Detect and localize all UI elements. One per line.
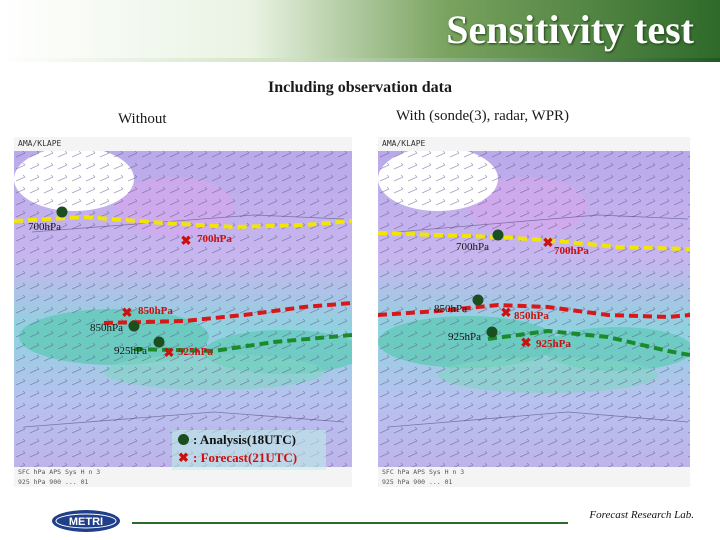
legend-forecast-label: : Forecast(21UTC) (193, 450, 298, 465)
right-map-footer: SFC hPa APS Sys H n 3 925 hPa 900 ... 01 (378, 467, 690, 487)
right-map-footer-line2: 925 hPa 900 ... 01 (382, 478, 453, 486)
svg-text:✖: ✖ (164, 345, 175, 360)
legend-box: : Analysis(18UTC) ✖ : Forecast(21UTC) (172, 430, 326, 470)
footer-credit: Forecast Research Lab. (589, 509, 694, 521)
right-map-footer-line1: SFC hPa APS Sys H n 3 (382, 468, 465, 476)
left-wind-map: ✖ ✖ ✖ AMA/KLAPE SFC hPa APS Sys H n 3 92… (14, 137, 352, 487)
svg-text:✖: ✖ (521, 335, 532, 350)
metri-logo: METRI (52, 510, 120, 532)
header-band (0, 0, 720, 62)
forecast-cross-icon: ✖ (178, 450, 189, 465)
left-analysis-925-label: 925hPa (114, 345, 147, 357)
right-analysis-700-label: 700hPa (456, 241, 489, 253)
legend-analysis: : Analysis(18UTC) (178, 432, 296, 448)
slide-title: Sensitivity test (446, 7, 694, 52)
left-map-footer-line1: SFC hPa APS Sys H n 3 (18, 468, 101, 476)
left-map-graphic: ✖ ✖ ✖ (14, 137, 352, 487)
svg-text:✖: ✖ (122, 305, 133, 320)
footer-divider (132, 522, 568, 524)
right-panel-label: With (sonde(3), radar, WPR) (396, 108, 570, 124)
right-map-header: AMA/KLAPE (378, 137, 690, 151)
left-map-footer-line2: 925 hPa 900 ... 01 (18, 478, 89, 486)
svg-text:✖: ✖ (543, 235, 554, 250)
right-map-graphic: ✖ ✖ ✖ (378, 137, 690, 487)
left-analysis-850-label: 850hPa (90, 322, 123, 334)
svg-text:✖: ✖ (501, 305, 512, 320)
analysis-dot-icon (178, 434, 189, 445)
left-forecast-925-label: 925hPa (178, 346, 213, 358)
left-map-footer: SFC hPa APS Sys H n 3 925 hPa 900 ... 01 (14, 467, 352, 487)
right-forecast-850-label: 850hPa (514, 310, 549, 322)
legend-analysis-label: : Analysis(18UTC) (193, 432, 296, 447)
right-forecast-925-label: 925hPa (536, 338, 571, 350)
left-map-header: AMA/KLAPE (14, 137, 352, 151)
legend-forecast: ✖ : Forecast(21UTC) (178, 450, 297, 466)
right-analysis-850-label: 850hPa (434, 303, 467, 315)
right-analysis-925-label: 925hPa (448, 331, 481, 343)
left-forecast-700-label: 700hPa (197, 233, 232, 245)
svg-text:✖: ✖ (181, 233, 192, 248)
right-wind-map: ✖ ✖ ✖ AMA/KLAPE SFC hPa APS Sys H n 3 92… (378, 137, 690, 487)
left-panel-label: Without (118, 111, 167, 127)
left-analysis-700-label: 700hPa (28, 221, 61, 233)
slide-subtitle: Including observation data (267, 79, 453, 96)
right-forecast-700-label: 700hPa (554, 245, 589, 257)
logo-text: METRI (69, 516, 103, 528)
left-forecast-850-label: 850hPa (138, 305, 173, 317)
